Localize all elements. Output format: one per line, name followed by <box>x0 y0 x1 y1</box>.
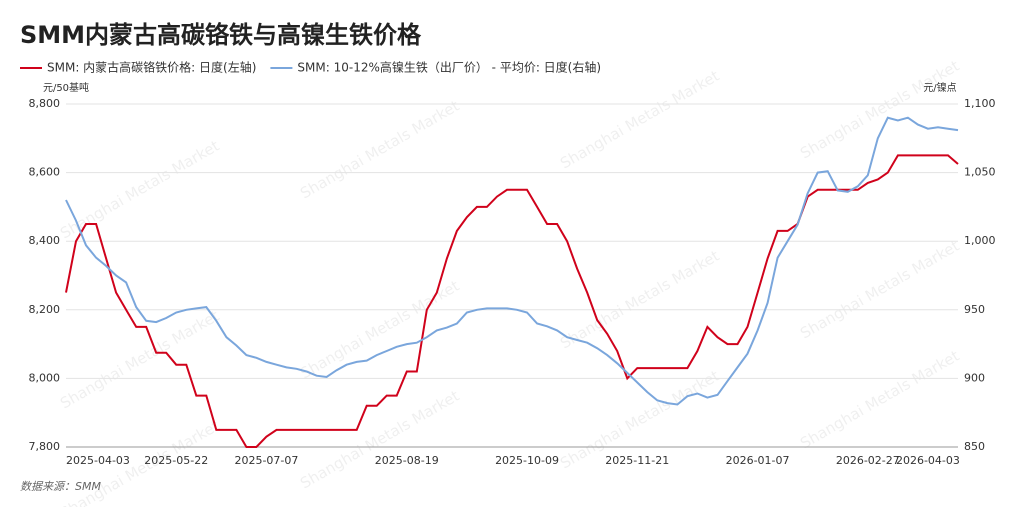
x-tick-label: 2025-07-07 <box>234 454 298 467</box>
y-tick-label: 8,200 <box>29 303 61 316</box>
x-tick-label: 2026-04-03 <box>896 454 960 467</box>
y2-tick-label: 1,100 <box>964 97 996 110</box>
y2-tick-label: 900 <box>964 371 985 384</box>
x-tick-label: 2025-04-03 <box>66 454 130 467</box>
legend-label: SMM: 10-12%高镍生铁（出厂价） - 平均价: 日度(右轴) <box>297 60 601 75</box>
watermark: Shanghai Metals Market <box>57 137 222 243</box>
source: 数据来源：SMM <box>20 480 101 493</box>
y2-axis-label: 元/镍点 <box>923 81 956 94</box>
x-tick-label: 2026-01-07 <box>726 454 790 467</box>
watermark: Shanghai Metals Market <box>557 67 722 173</box>
x-tick-label: 2025-10-09 <box>495 454 559 467</box>
watermark: Shanghai Metals Market <box>797 57 962 163</box>
y2-tick-label: 850 <box>964 440 985 453</box>
y2-tick-label: 950 <box>964 303 985 316</box>
y2-tick-label: 1,000 <box>964 234 996 247</box>
x-tick-label: 2025-05-22 <box>144 454 208 467</box>
legend-label: SMM: 内蒙古高碳铬铁价格: 日度(左轴) <box>47 60 256 75</box>
x-tick-label: 2025-11-21 <box>605 454 669 467</box>
watermark: Shanghai Metals Market <box>297 97 462 203</box>
y-axis-label: 元/50基吨 <box>43 81 89 94</box>
y-tick-label: 8,600 <box>29 166 61 179</box>
x-tick-label: 2026-02-27 <box>836 454 900 467</box>
x-tick-label: 2025-08-19 <box>375 454 439 467</box>
chart-title: SMM内蒙古高碳铬铁与高镍生铁价格 <box>20 21 422 49</box>
watermark: Shanghai Metals Market <box>797 237 962 343</box>
line-series <box>65 154 959 448</box>
y-tick-label: 8,400 <box>29 234 61 247</box>
y-tick-label: 7,800 <box>29 440 61 453</box>
y-tick-label: 8,000 <box>29 371 61 384</box>
watermark: Shanghai Metals Market <box>557 247 722 353</box>
y-tick-label: 8,800 <box>29 97 61 110</box>
y2-tick-label: 1,050 <box>964 166 996 179</box>
watermark: Shanghai Metals Market <box>797 347 962 453</box>
line-series <box>65 116 959 406</box>
